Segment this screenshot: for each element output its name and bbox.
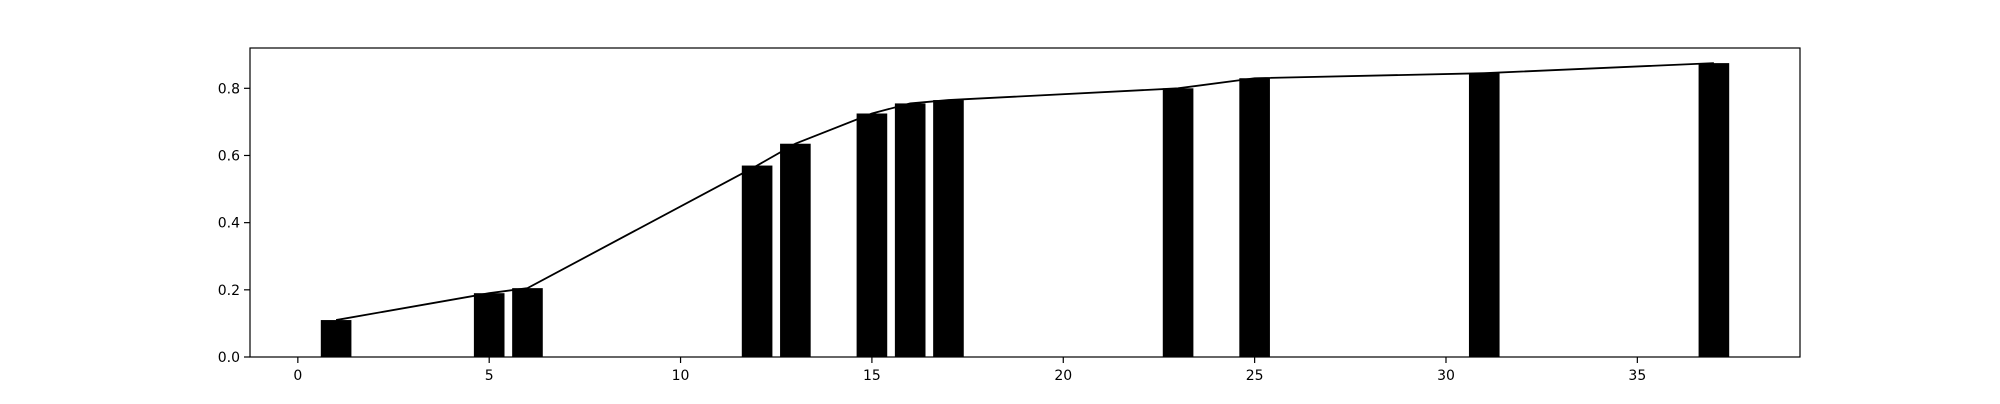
y-tick-label-1: 0.2 <box>218 283 240 299</box>
bar-3 <box>741 165 773 357</box>
bar-9 <box>1239 78 1270 357</box>
bar-1 <box>473 293 505 357</box>
x-tick-label-2: 10 <box>672 368 690 384</box>
bars-group <box>320 63 1730 357</box>
series-line <box>335 62 1714 321</box>
x-ticks-group: 0 5 10 15 20 25 30 35 <box>293 357 1646 384</box>
x-tick-label-5: 25 <box>1246 368 1264 384</box>
y-tick-label-4: 0.8 <box>218 81 240 97</box>
bar-8 <box>1162 88 1194 357</box>
plot-frame <box>249 47 1801 358</box>
x-tick-label-6: 30 <box>1437 368 1455 384</box>
x-tick-label-3: 15 <box>863 368 881 384</box>
x-tick-label-7: 35 <box>1628 368 1646 384</box>
y-tick-label-0: 0.0 <box>218 350 240 366</box>
bar-6 <box>894 103 926 357</box>
line-group <box>335 62 1714 321</box>
y-tick-label-3: 0.6 <box>218 148 240 164</box>
x-tick-label-4: 20 <box>1054 368 1072 384</box>
y-tick-label-2: 0.4 <box>218 216 240 232</box>
bar-10 <box>1468 73 1500 357</box>
x-tick-label-0: 0 <box>293 368 302 384</box>
bar-5 <box>856 113 888 357</box>
axes-group <box>249 47 1801 358</box>
x-tick-label-1: 5 <box>485 368 494 384</box>
bar-0 <box>320 320 352 357</box>
bar-11 <box>1698 63 1730 357</box>
bar-7 <box>933 100 964 357</box>
y-ticks-group: 0.0 0.2 0.4 0.6 0.8 <box>218 81 250 366</box>
bar-2 <box>512 288 543 357</box>
bar-4 <box>780 143 811 357</box>
